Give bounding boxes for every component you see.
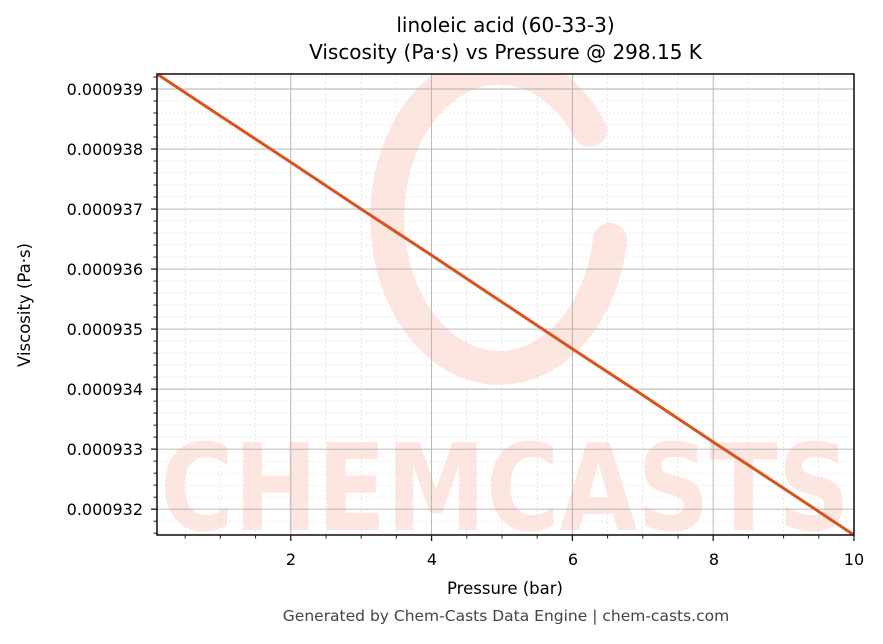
watermark-text: CHEMCASTS <box>160 420 850 559</box>
y-tick-label: 0.000934 <box>67 380 143 399</box>
chart-title-line2: Viscosity (Pa·s) vs Pressure @ 298.15 K <box>309 40 702 64</box>
viscosity-series-line <box>157 74 854 535</box>
y-tick-label: 0.000936 <box>67 260 143 279</box>
x-tick-label: 2 <box>286 550 296 569</box>
chart-title-line1: linoleic acid (60-33-3) <box>396 13 615 37</box>
y-tick-label: 0.000933 <box>67 440 143 459</box>
footer-credit: Generated by Chem-Casts Data Engine | ch… <box>282 607 730 625</box>
watermark-logo-icon <box>370 74 627 385</box>
y-tick-label: 0.000938 <box>67 140 143 159</box>
y-tick-labels: 0.000939 0.000938 0.000937 0.000936 0.00… <box>67 80 143 519</box>
x-axis-label: Pressure (bar) <box>447 579 563 598</box>
minor-grid <box>157 74 854 535</box>
x-tick-labels: 2 4 6 8 10 <box>286 550 864 569</box>
x-tick-label: 6 <box>568 550 578 569</box>
y-tick-label: 0.000939 <box>67 80 143 99</box>
y-axis-label: Viscosity (Pa·s) <box>15 243 34 367</box>
y-tick-label: 0.000935 <box>67 320 143 339</box>
x-tick-label: 10 <box>844 550 864 569</box>
watermark: CHEMCASTS <box>160 74 850 559</box>
y-tick-label: 0.000937 <box>67 200 143 219</box>
y-tick-label: 0.000932 <box>67 500 143 519</box>
axis-ticks <box>151 76 855 541</box>
x-tick-label: 4 <box>427 550 437 569</box>
major-grid <box>157 74 855 535</box>
x-tick-label: 8 <box>709 550 719 569</box>
plot-frame <box>156 73 855 536</box>
